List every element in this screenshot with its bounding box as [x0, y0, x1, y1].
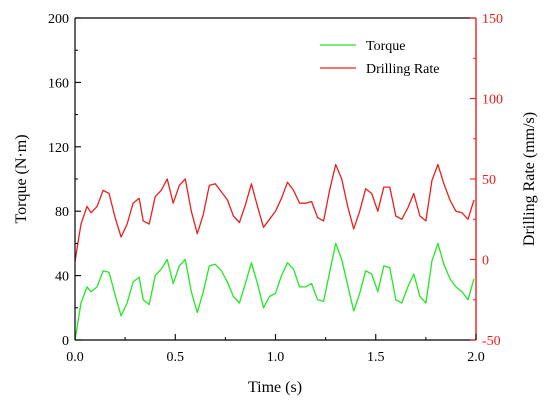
- x-tick-label: 0.0: [66, 350, 84, 365]
- y2-tick-label: -50: [482, 334, 501, 349]
- y2-tick-label: 100: [482, 93, 503, 108]
- torque-series-line: [74, 242, 475, 341]
- x-tick-label: 1.5: [367, 350, 385, 365]
- legend: Torque Drilling Rate: [320, 39, 440, 77]
- x-tick-label: 0.5: [167, 350, 185, 365]
- y2-tick-label: 50: [482, 173, 496, 188]
- plot-lines: [74, 163, 475, 341]
- legend-rate-label: Drilling Rate: [366, 62, 440, 77]
- y-axis-title: Torque (N·m): [13, 134, 30, 223]
- y2-axis-title: Drilling Rate (mm/s): [521, 112, 538, 246]
- y-tick-label: 40: [55, 270, 69, 285]
- x-axis-title: Time (s): [248, 379, 302, 396]
- x-tick-label: 1.0: [267, 350, 285, 365]
- y-tick-label: 80: [55, 205, 69, 220]
- legend-torque-label: Torque: [366, 39, 405, 54]
- ticks: 0 40 80 120 160 200 -50 0 50 100 150 0.0 0.5 1.0 1.5 2.…: [48, 12, 503, 365]
- y2-tick-label: 0: [482, 254, 489, 269]
- y-tick-label: 160: [48, 76, 69, 91]
- y-tick-label: 0: [62, 334, 69, 349]
- y2-tick-label: 150: [482, 12, 503, 27]
- x-tick-label: 2.0: [467, 350, 485, 365]
- drilling-rate-series-line: [74, 163, 475, 262]
- y-tick-label: 200: [48, 12, 69, 27]
- y-tick-label: 120: [48, 141, 69, 156]
